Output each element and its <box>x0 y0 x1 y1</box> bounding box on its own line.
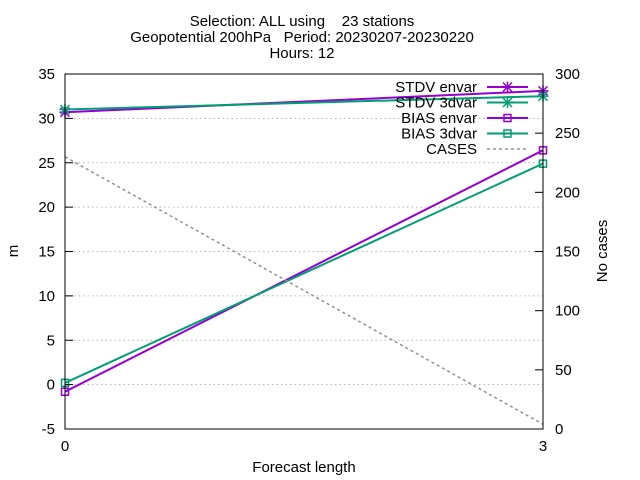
series-bias-3dvar <box>60 159 548 388</box>
x-tick-label: 3 <box>539 438 547 455</box>
legend-label-bias-3dvar: BIAS 3dvar <box>401 126 477 143</box>
y-tick-label: 15 <box>38 244 55 261</box>
series-line-stdv-envar <box>64 89 544 114</box>
x-tick-label: 0 <box>61 438 69 455</box>
legend-marker-bias-3dvar <box>503 129 512 138</box>
chart-title-line-1: Selection: ALL using 23 stations <box>190 13 415 30</box>
series-bias-envar <box>60 146 548 396</box>
legend-item-bias-envar: BIAS envar <box>401 110 528 127</box>
grid <box>65 117 543 386</box>
legend-label-stdv-envar: STDV envar <box>395 79 477 96</box>
y2-tick-label: 50 <box>555 362 572 379</box>
legend-item-stdv-3dvar: STDV 3dvar <box>395 95 528 112</box>
y2-tick-label: 250 <box>555 125 580 142</box>
legend-label-stdv-3dvar: STDV 3dvar <box>395 95 477 112</box>
y2-tick-label: 200 <box>555 184 580 201</box>
legend-item-stdv-envar: STDV envar <box>395 79 528 96</box>
chart-title-line-2: Geopotential 200hPa Period: 20230207-202… <box>130 29 474 46</box>
y2-tick-label: 0 <box>555 421 563 438</box>
x-axis-label: Forecast length <box>252 459 355 476</box>
y-tick-label: -5 <box>42 421 55 438</box>
legend-item-cases: CASES <box>426 141 528 158</box>
series-line-bias-envar <box>64 149 544 393</box>
y-tick-label: 35 <box>38 66 55 83</box>
y2-tick-label: 100 <box>555 303 580 320</box>
y-tick-label: 30 <box>38 110 55 127</box>
legend-label-cases: CASES <box>426 141 477 158</box>
y-tick-label: 5 <box>47 332 55 349</box>
y-tick-label: 20 <box>38 199 55 216</box>
series-line-cases <box>64 156 544 425</box>
y2-axis-label: No cases <box>594 220 611 283</box>
chart-title-line-3: Hours: 12 <box>269 45 334 62</box>
y2-tick-label: 300 <box>555 66 580 83</box>
legend-item-bias-3dvar: BIAS 3dvar <box>401 126 528 143</box>
y-tick-label: 25 <box>38 155 55 172</box>
y-tick-label: 10 <box>38 288 55 305</box>
series-cases <box>64 156 544 425</box>
legend-marker-bias-envar <box>503 113 512 123</box>
y-axis-label: m <box>5 245 22 258</box>
series-line-stdv-3dvar <box>64 95 544 111</box>
series-line-bias-3dvar <box>64 162 544 384</box>
y-tick-label: 0 <box>47 377 55 394</box>
legend-label-bias-envar: BIAS envar <box>401 110 477 127</box>
plot-series <box>59 85 549 425</box>
y2-tick-label: 150 <box>555 244 580 261</box>
